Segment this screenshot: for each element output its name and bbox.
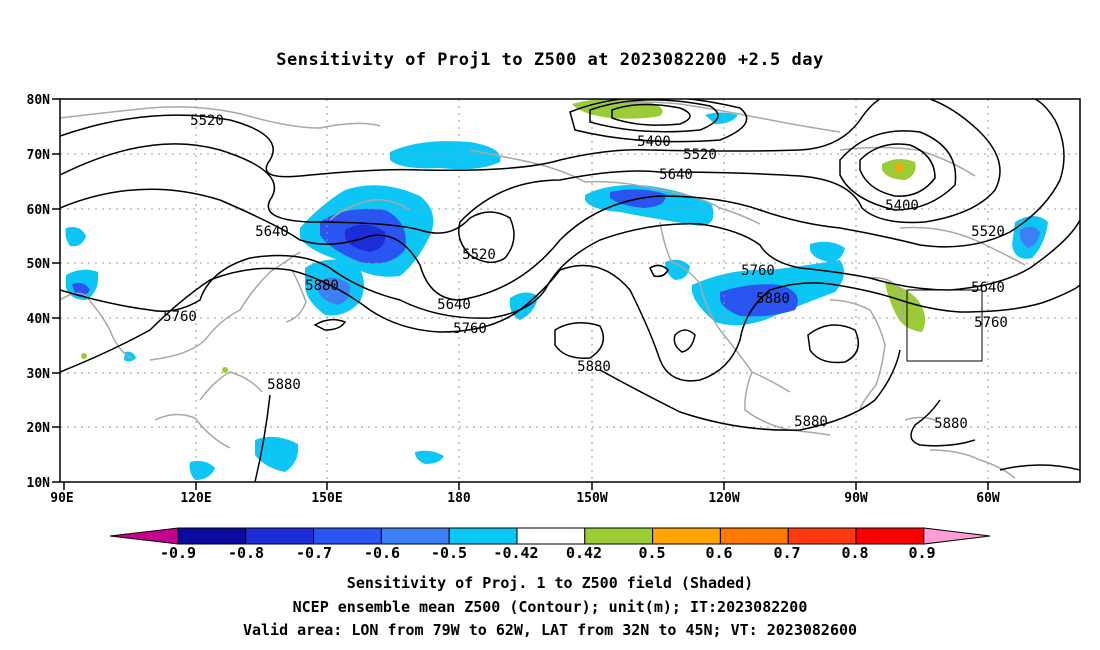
lon-label: 120W bbox=[708, 491, 739, 506]
colorbar-labels: -0.9 -0.8 -0.7 -0.6 -0.5 -0.42 0.42 0.5 … bbox=[160, 544, 936, 562]
colorbar-segment bbox=[313, 527, 382, 545]
valid-area-box bbox=[906, 289, 983, 362]
contour-label: 5520 bbox=[190, 113, 224, 129]
lat-label: 70N bbox=[27, 148, 51, 163]
lon-label: 150W bbox=[576, 491, 607, 506]
lon-label: 180 bbox=[447, 491, 471, 506]
contour-label: 5400 bbox=[885, 198, 919, 214]
lon-label: 120E bbox=[180, 491, 211, 506]
lat-label: 50N bbox=[27, 257, 51, 272]
lat-label: 40N bbox=[27, 312, 51, 327]
colorbar-segment bbox=[584, 527, 654, 545]
contour-label: 5760 bbox=[163, 309, 197, 325]
caption-valid-area: Valid area: LON from 79W to 62W, LAT fro… bbox=[242, 621, 858, 639]
lon-label: 90E bbox=[50, 491, 73, 506]
contour-label: 5880 bbox=[934, 416, 968, 432]
lon-label: 150E bbox=[311, 491, 342, 506]
colorbar-label: 0.9 bbox=[908, 544, 935, 562]
lon-label: 60W bbox=[976, 491, 1000, 506]
colorbar-segment bbox=[448, 527, 518, 545]
colorbar-segment bbox=[380, 527, 450, 545]
colorbar-label: 0.5 bbox=[638, 544, 665, 562]
contour-label: 5880 bbox=[756, 291, 790, 307]
colorbar-segment bbox=[923, 527, 991, 545]
colorbar-label: -0.7 bbox=[296, 544, 332, 562]
contour-label: 5520 bbox=[971, 224, 1005, 240]
lat-label: 80N bbox=[27, 93, 51, 108]
contour-label: 5760 bbox=[741, 263, 775, 279]
colorbar-label: 0.7 bbox=[773, 544, 800, 562]
lat-label: 60N bbox=[27, 203, 51, 218]
colorbar-segment bbox=[109, 527, 179, 545]
latitude-labels: 10N 20N 30N 40N 50N 60N 70N 80N bbox=[27, 93, 51, 491]
colorbar-segment bbox=[652, 527, 721, 545]
z500-contours bbox=[60, 99, 1080, 482]
colorbar-segment bbox=[719, 527, 789, 545]
contour-label: 5880 bbox=[267, 377, 301, 393]
map-title: Sensitivity of Proj1 to Z500 at 20230822… bbox=[276, 50, 824, 70]
caption-contour: NCEP ensemble mean Z500 (Contour); unit(… bbox=[292, 598, 808, 616]
positive-sensitivity-shading bbox=[81, 99, 926, 373]
contour-label: 5640 bbox=[437, 297, 471, 313]
lat-label: 20N bbox=[27, 421, 51, 436]
contour-label: 5880 bbox=[305, 278, 339, 294]
colorbar-label: -0.5 bbox=[431, 544, 467, 562]
contour-label: 5880 bbox=[794, 414, 828, 430]
colorbar-segment bbox=[855, 527, 925, 545]
contour-label: 5640 bbox=[971, 280, 1005, 296]
colorbar-label: -0.8 bbox=[228, 544, 264, 562]
contour-label: 5520 bbox=[462, 247, 496, 263]
colorbar-label: -0.9 bbox=[160, 544, 196, 562]
colorbar-label: -0.6 bbox=[364, 544, 400, 562]
colorbar-label: -0.42 bbox=[493, 544, 538, 562]
colorbar bbox=[109, 527, 991, 545]
plot-frame bbox=[59, 98, 1081, 483]
axis-ticks bbox=[52, 98, 989, 490]
coastlines bbox=[60, 101, 1026, 479]
contour-label: 5640 bbox=[255, 224, 289, 240]
colorbar-label: 0.6 bbox=[705, 544, 732, 562]
contour-label: 5520 bbox=[683, 147, 717, 163]
caption-shading: Sensitivity of Proj. 1 to Z500 field (Sh… bbox=[346, 574, 754, 592]
longitude-labels: 90E 120E 150E 180 150W 120W 90W 60W bbox=[50, 491, 1000, 506]
colorbar-label: 0.42 bbox=[566, 544, 602, 562]
lat-label: 10N bbox=[27, 476, 51, 491]
contour-labels: 5520 5400 5520 5640 5400 5520 5640 5520 … bbox=[163, 113, 1008, 432]
contour-label: 5400 bbox=[637, 134, 671, 150]
lat-label: 30N bbox=[27, 367, 51, 382]
colorbar-segment bbox=[787, 527, 857, 545]
lon-label: 90W bbox=[844, 491, 868, 506]
contour-label: 5640 bbox=[659, 167, 693, 183]
colorbar-label: 0.8 bbox=[841, 544, 868, 562]
contour-label: 5760 bbox=[974, 315, 1008, 331]
colorbar-segment bbox=[177, 527, 247, 545]
contour-label: 5880 bbox=[577, 359, 611, 375]
colorbar-segment bbox=[245, 527, 315, 545]
colorbar-segment bbox=[516, 527, 586, 545]
contour-label: 5760 bbox=[453, 321, 487, 337]
